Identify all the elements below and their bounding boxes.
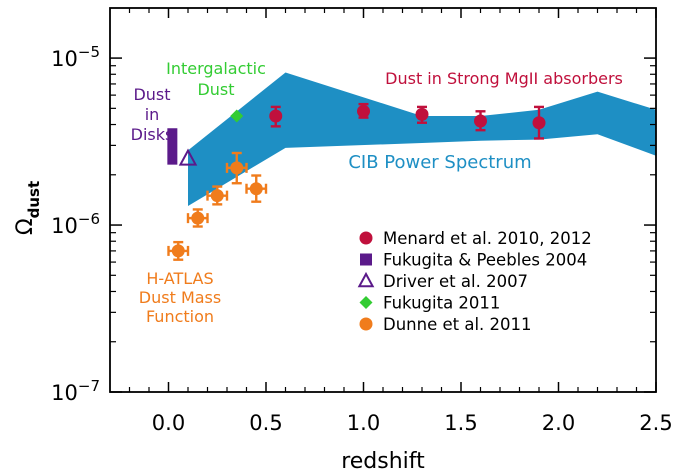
y-tick-label: 10−7	[51, 377, 100, 405]
data-point	[191, 211, 205, 225]
series-2	[178, 148, 198, 166]
annotation-line: Dust	[197, 80, 234, 99]
x-tick-label: 1.5	[444, 411, 477, 435]
legend-label: Dunne et al. 2011	[383, 315, 532, 334]
x-axis-label: redshift	[341, 449, 425, 474]
x-tick-label: 2.5	[639, 411, 672, 435]
legend-entry: Driver et al. 2007	[357, 271, 528, 291]
series-1	[167, 128, 178, 165]
legend-marker	[359, 296, 373, 309]
annotation-label: CIB Power Spectrum	[348, 152, 531, 173]
annotation-line: Dust in Strong MgII absorbers	[385, 69, 623, 88]
legend-marker	[359, 231, 373, 245]
annotation-label: H-ATLAS Dust Mass Function	[139, 269, 221, 326]
cib-band	[188, 72, 656, 207]
data-point	[167, 128, 178, 165]
legend-marker	[359, 317, 373, 331]
y-tick-base: 10	[51, 47, 78, 71]
data-point	[210, 189, 224, 203]
y-axis-label-sub: dust	[25, 181, 43, 219]
y-tick-exponent: −7	[78, 377, 100, 395]
series-0	[269, 102, 546, 140]
data-point	[249, 182, 263, 196]
x-tick-label: 0.5	[249, 411, 282, 435]
legend-entry: Dunne et al. 2011	[359, 315, 532, 334]
data-point	[178, 148, 198, 166]
legend: Menard et al. 2010, 2012 Fukugita & Peebl…	[357, 229, 592, 334]
data-point	[357, 104, 370, 118]
legend-label: Fukugita 2011	[383, 294, 500, 313]
legend-entry: Fukugita 2011	[359, 294, 500, 313]
legend-marker	[357, 271, 375, 288]
y-tick-label: 10−6	[51, 210, 100, 238]
y-axis-label: Ωdust	[13, 181, 43, 235]
data-point	[532, 116, 546, 130]
annotation-line: CIB Power Spectrum	[348, 152, 531, 173]
legend-entry: Menard et al. 2010, 2012	[359, 229, 592, 248]
data-point	[269, 109, 283, 123]
cib-band-layer	[188, 72, 656, 207]
y-tick-base: 10	[51, 381, 78, 405]
annotation-line: Disks	[131, 125, 174, 144]
annotation-label: Dust in Strong MgII absorbers	[385, 69, 623, 88]
y-tick-base: 10	[51, 214, 78, 238]
annotation-line: Function	[146, 307, 214, 326]
points-layer	[167, 102, 546, 261]
data-point	[171, 244, 185, 258]
data-point	[230, 109, 244, 123]
legend-label: Menard et al. 2010, 2012	[383, 229, 592, 248]
annotation-line: Dust	[133, 85, 170, 104]
annotation-label: Intergalactic Dust	[166, 59, 266, 99]
annotation-line: Dust Mass	[139, 288, 221, 307]
data-point	[230, 161, 244, 175]
data-point	[474, 114, 487, 128]
legend-marker	[360, 253, 372, 266]
annotation-label: Dust in Disks	[131, 85, 174, 144]
annotation-line: in	[145, 105, 160, 124]
series-3	[230, 109, 244, 123]
y-tick-exponent: −6	[78, 210, 100, 228]
x-tick-label: 1.0	[347, 411, 380, 435]
legend-label: Driver et al. 2007	[383, 272, 528, 291]
annotation-line: H-ATLAS	[146, 269, 213, 288]
series-4	[167, 151, 268, 261]
data-point	[415, 107, 429, 121]
annotation-line: Intergalactic	[166, 59, 266, 78]
y-axis-label-main: Ω	[13, 218, 38, 235]
tick-layer: 0.0 0.5 1.0 1.5 2.0 2.510−710−610−5	[51, 8, 673, 435]
y-tick-label: 10−5	[51, 43, 100, 71]
x-tick-label: 0.0	[152, 411, 185, 435]
y-tick-exponent: −5	[78, 43, 100, 61]
legend-entry: Fukugita & Peebles 2004	[360, 251, 587, 270]
legend-label: Fukugita & Peebles 2004	[383, 251, 587, 270]
x-tick-label: 2.0	[542, 411, 575, 435]
